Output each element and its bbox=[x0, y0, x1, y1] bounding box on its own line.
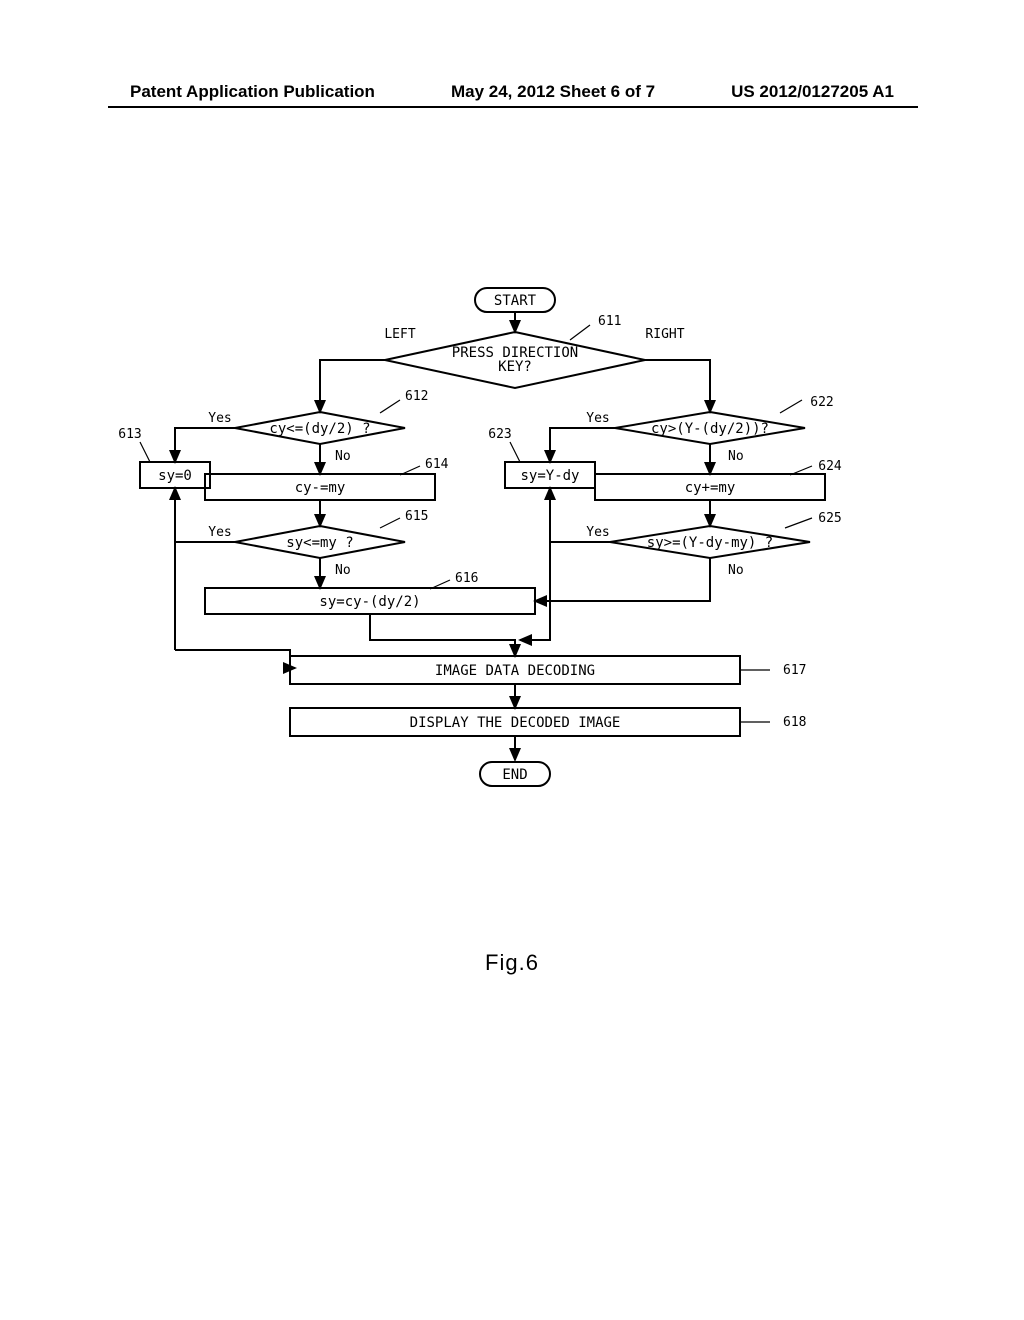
svg-text:622: 622 bbox=[810, 395, 833, 410]
svg-text:KEY?: KEY? bbox=[498, 359, 532, 375]
svg-text:623: 623 bbox=[488, 427, 511, 442]
header-left: Patent Application Publication bbox=[130, 82, 375, 102]
svg-text:cy>(Y-(dy/2))?: cy>(Y-(dy/2))? bbox=[651, 421, 769, 437]
svg-text:DISPLAY THE DECODED IMAGE: DISPLAY THE DECODED IMAGE bbox=[410, 715, 621, 731]
svg-text:cy-=my: cy-=my bbox=[295, 480, 346, 496]
svg-text:612: 612 bbox=[405, 389, 428, 404]
svg-text:Yes: Yes bbox=[208, 525, 231, 540]
svg-text:611: 611 bbox=[598, 314, 621, 329]
page-header: Patent Application Publication May 24, 2… bbox=[0, 82, 1024, 102]
figure-caption: Fig.6 bbox=[0, 950, 1024, 976]
svg-text:START: START bbox=[494, 293, 537, 309]
svg-text:No: No bbox=[335, 563, 351, 578]
svg-text:No: No bbox=[728, 449, 744, 464]
svg-text:625: 625 bbox=[818, 511, 841, 526]
svg-text:613: 613 bbox=[118, 427, 141, 442]
flowchart: STARTPRESS DIRECTIONKEY?LEFTRIGHT611cy<=… bbox=[100, 280, 930, 880]
svg-text:614: 614 bbox=[425, 457, 449, 472]
svg-text:Yes: Yes bbox=[208, 411, 231, 426]
svg-text:No: No bbox=[728, 563, 744, 578]
svg-text:616: 616 bbox=[455, 571, 478, 586]
svg-text:sy>=(Y-dy-my) ?: sy>=(Y-dy-my) ? bbox=[647, 535, 773, 551]
svg-text:615: 615 bbox=[405, 509, 428, 524]
svg-text:sy=Y-dy: sy=Y-dy bbox=[520, 468, 579, 484]
svg-text:LEFT: LEFT bbox=[384, 327, 415, 342]
svg-text:Yes: Yes bbox=[586, 525, 609, 540]
svg-text:No: No bbox=[335, 449, 351, 464]
svg-text:618: 618 bbox=[783, 715, 806, 730]
svg-text:RIGHT: RIGHT bbox=[645, 327, 684, 342]
svg-text:cy<=(dy/2) ?: cy<=(dy/2) ? bbox=[269, 421, 370, 437]
svg-text:IMAGE DATA DECODING: IMAGE DATA DECODING bbox=[435, 663, 595, 679]
svg-text:cy+=my: cy+=my bbox=[685, 480, 736, 496]
svg-text:sy=cy-(dy/2): sy=cy-(dy/2) bbox=[319, 594, 420, 610]
header-right: US 2012/0127205 A1 bbox=[731, 82, 894, 102]
header-center: May 24, 2012 Sheet 6 of 7 bbox=[451, 82, 655, 102]
header-rule bbox=[108, 106, 918, 108]
svg-text:624: 624 bbox=[818, 459, 842, 474]
svg-text:sy=0: sy=0 bbox=[158, 468, 192, 484]
svg-text:END: END bbox=[502, 767, 527, 783]
svg-text:sy<=my ?: sy<=my ? bbox=[286, 535, 353, 551]
svg-text:617: 617 bbox=[783, 663, 806, 678]
svg-text:Yes: Yes bbox=[586, 411, 609, 426]
